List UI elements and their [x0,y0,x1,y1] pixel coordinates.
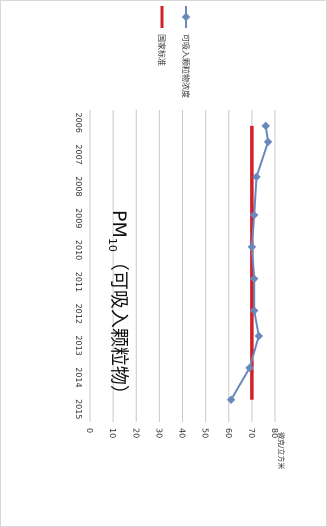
y-tick-30: 30 [154,428,163,438]
y-tick-60: 60 [224,428,233,438]
legend-standard-label: 国家标准 [157,34,167,66]
chart-title: PM10（可吸入颗粒物） [106,210,130,404]
y-tick-20: 20 [131,428,140,438]
series-pm10-point-7 [254,331,264,341]
x-axis-ticks: 2006 2007 2008 2009 2010 2011 2012 2013 2014 2015 [74,113,83,420]
y-axis-ticks: 0 10 20 30 40 50 60 70 80 [85,428,279,438]
series-pm10-point-4 [247,242,257,252]
legend: 可吸入颗粒物浓度 国家标准 [157,6,191,98]
series-pm10-point-9 [226,395,236,404]
series-pm10-point-3 [249,210,259,220]
plot-area: 0 10 20 30 40 50 60 70 80 2006200720082009201020… [74,110,286,469]
x-tick-2012: 2012 [74,304,83,324]
y-tick-40: 40 [178,428,187,438]
x-tick-2008: 2008 [74,176,83,196]
legend-series-marker [181,12,191,22]
series-pm10-point-8 [245,363,254,373]
series-pm10-point-0 [261,121,270,131]
y-tick-70: 70 [247,428,256,438]
x-tick-2014: 2014 [74,367,83,387]
y-tick-80: 80 [270,428,279,438]
legend-series-label: 可吸入颗粒物浓度 [181,34,191,98]
y-axis-label: 微克/立方米 [277,432,286,469]
x-tick-2010: 2010 [74,240,83,260]
x-tick-2006: 2006 [74,113,83,133]
x-tick-2011: 2011 [74,272,83,292]
series-pm10-point-2 [252,172,261,182]
title-rest: （可吸入颗粒物） [108,252,130,404]
x-tick-2009: 2009 [74,208,83,228]
series-pm10-point-1 [263,137,273,147]
title-subscript: 10 [106,238,119,252]
y-tick-0: 0 [85,428,94,433]
series-layer [226,121,273,404]
x-tick-2007: 2007 [74,144,83,164]
title-main: PM [108,210,130,238]
y-tick-10: 10 [108,428,117,438]
x-tick-2013: 2013 [74,335,83,355]
y-tick-50: 50 [201,428,210,438]
series-pm10-line [230,125,270,401]
x-tick-2015: 2015 [74,399,83,419]
